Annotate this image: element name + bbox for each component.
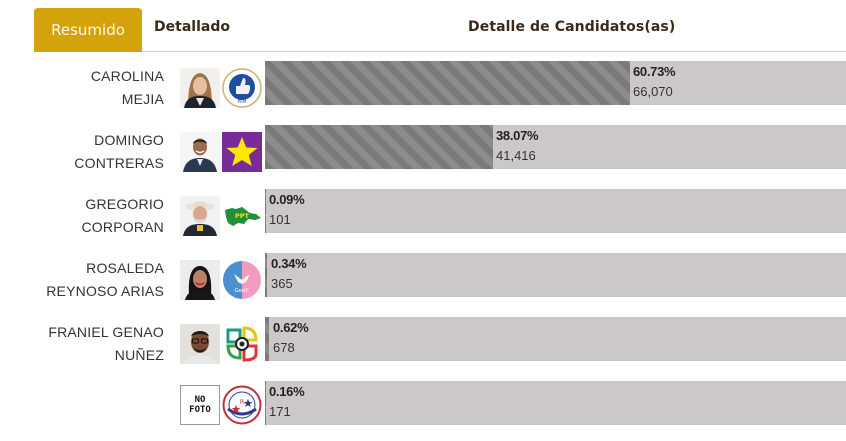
vote-stats: 38.07% 41,416 [496,127,539,167]
vote-percent: 0.34% [271,256,307,271]
vote-bar-fill [265,317,269,361]
vote-count: 66,070 [633,84,673,99]
vote-stats: 0.34% 365 [271,255,307,295]
genc-eagle-logo: GenC [222,260,262,300]
view-tabs: Resumido Detallado [34,8,242,52]
candidate-photo [180,68,220,108]
header-divider [142,51,846,52]
vote-percent: 0.62% [273,320,309,335]
vote-count: 101 [269,212,291,227]
vote-bar: 38.07% 41,416 [265,125,846,169]
vote-stats: 0.16% 171 [269,383,305,423]
svg-text:PRM: PRM [238,99,247,104]
vote-bar-fill [265,125,493,169]
vote-bar: 60.73% 66,070 [265,61,846,105]
pld-yellow-star-logo [222,132,262,172]
colorful-flower-logo [222,324,262,364]
tab-resumido[interactable]: Resumido [34,8,142,52]
vote-bar-fill [265,253,267,297]
ppt-map-logo: PPT [222,196,262,236]
vote-bar: 0.16% 171 [265,381,846,425]
svg-text:GenC: GenC [235,288,250,294]
vote-bar-fill [265,189,266,233]
candidate-row: DOMINGO CONTRERAS 38.07% 41,416 [0,125,846,185]
vote-stats: 0.09% 101 [269,191,305,231]
vote-percent: 0.09% [269,192,305,207]
candidate-photo [180,260,220,300]
candidate-name: DOMINGO CONTRERAS [74,132,164,171]
vote-count: 365 [271,276,293,291]
vote-count: 171 [269,404,291,419]
brc-stars-logo: R [222,385,262,425]
vote-bar: 0.34% 365 [265,253,846,297]
candidate-row: ROSALEDA REYNOSO ARIAS GenC 0.34% 365 [0,253,846,313]
page-title: Detalle de Candidatos(as) [468,19,676,35]
prm-thumbs-up-logo: PRM [222,68,262,108]
vote-stats: 0.62% 678 [273,319,309,359]
candidate-row: GREGORIO CORPORAN PPT 0.09% 101 [0,189,846,249]
vote-percent: 0.16% [269,384,305,399]
svg-text:PPT: PPT [235,212,250,220]
candidate-photo [180,132,220,172]
no-photo-placeholder: NO FOTO [180,385,220,425]
vote-percent: 38.07% [496,128,539,143]
vote-count: 41,416 [496,148,536,163]
candidate-name: ROSALEDA REYNOSO ARIAS [46,260,164,299]
candidate-name: FRANIEL GENAO NUÑEZ [48,324,164,363]
vote-count: 678 [273,340,295,355]
vote-bar-fill [265,381,266,425]
candidate-name: GREGORIO CORPORAN [81,196,164,235]
candidate-row: FRANIEL GENAO NUÑEZ 0.62% 678 [0,317,846,377]
tab-detallado[interactable]: Detallado [154,19,230,35]
vote-stats: 60.73% 66,070 [633,63,676,103]
vote-bar: 0.09% 101 [265,189,846,233]
vote-percent: 60.73% [633,64,676,79]
candidate-row: CAROLINA MEJIA PRM 60.73% 66,070 [0,61,846,121]
candidate-photo [180,324,220,364]
candidate-photo [180,196,220,236]
vote-bar-fill [265,61,630,105]
candidate-name: CAROLINA MEJIA [90,68,164,107]
candidate-row: NO FOTO R 0.16% 171 [0,381,846,441]
vote-bar: 0.62% 678 [265,317,846,361]
svg-text:R: R [240,399,244,406]
